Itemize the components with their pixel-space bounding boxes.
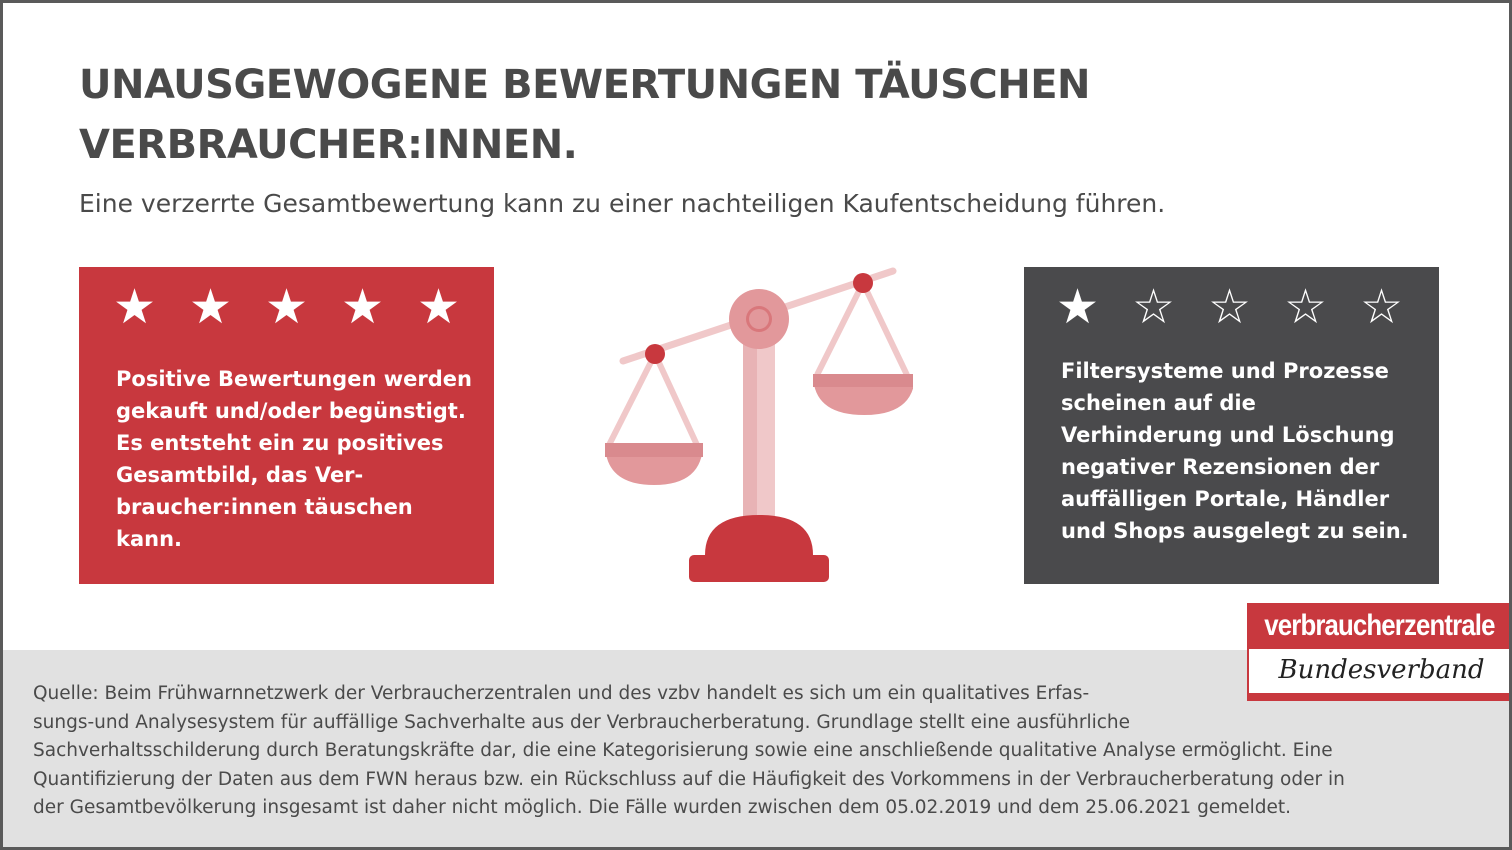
star-filled-icon: ★ — [265, 279, 309, 335]
star-outline-icon: ☆ — [1284, 279, 1328, 335]
positive-reviews-text: Positive Bewertungen werden gekauft und/… — [116, 363, 474, 555]
text-line: Es entsteht ein zu positives — [116, 431, 444, 455]
text-line: Verhinderung und Löschung — [1061, 423, 1395, 447]
text-line: auffälligen Portale, Händler — [1061, 487, 1390, 511]
logo-subline: Bundesverband — [1278, 655, 1485, 685]
source-line: der Gesamtbevölkerung insgesamt ist dahe… — [33, 797, 1291, 818]
title-line-1: UNAUSGEWOGENE BEWERTUNGEN TÄUSCHEN — [79, 62, 1091, 108]
vzbv-logo: verbraucherzentrale Bundesverband — [1247, 603, 1509, 701]
logo-wordmark: verbraucherzentrale — [1247, 603, 1509, 649]
logo-subline-box: Bundesverband — [1247, 649, 1509, 695]
page-title: UNAUSGEWOGENE BEWERTUNGEN TÄUSCHEN VERBR… — [79, 55, 1179, 175]
balance-scale-icon — [605, 267, 913, 582]
title-line-2: VERBRAUCHER:INNEN. — [79, 122, 578, 168]
star-outline-icon: ☆ — [1360, 279, 1404, 335]
text-line: kann. — [116, 527, 183, 551]
star-filled-icon: ★ — [341, 279, 385, 335]
star-filled-icon: ★ — [417, 279, 461, 335]
source-line: Quelle: Beim Frühwarnnetzwerk der Verbra… — [33, 683, 1090, 704]
subtitle: Eine verzerrte Gesamtbewertung kann zu e… — [79, 189, 1166, 218]
star-rating: ★ ☆ ☆ ☆ ☆ — [1056, 277, 1436, 337]
text-line: scheinen auf die — [1061, 391, 1256, 415]
star-rating: ★ ★ ★ ★ ★ — [113, 277, 493, 337]
text-line: Filtersysteme und Prozesse — [1061, 359, 1389, 383]
star-outline-icon: ☆ — [1208, 279, 1252, 335]
negative-reviews-text: Filtersysteme und Prozesse scheinen auf … — [1061, 355, 1419, 547]
logo-rule — [1247, 695, 1509, 701]
text-line: und Shops ausgelegt zu sein. — [1061, 519, 1409, 543]
text-line: gekauft und/oder begünstigt. — [116, 399, 466, 423]
star-outline-icon: ☆ — [1132, 279, 1176, 335]
source-line: Quantifizierung der Daten aus dem FWN he… — [33, 768, 1345, 790]
source-text: Quelle: Beim Frühwarnnetzwerk der Verbra… — [33, 680, 1473, 823]
positive-reviews-card: ★ ★ ★ ★ ★ Positive Bewertungen werden gekauf… — [79, 267, 494, 584]
negative-reviews-card: ★ ☆ ☆ ☆ ☆ Filtersysteme und Prozesse scheine… — [1024, 267, 1439, 584]
source-line: sungs-und Analysesystem für auffällige S… — [33, 711, 1131, 733]
star-filled-icon: ★ — [189, 279, 233, 335]
text-line: negativer Rezensionen der — [1061, 455, 1380, 479]
text-line: Positive Bewertungen werden — [116, 367, 472, 391]
text-line: braucher:innen täuschen — [116, 495, 413, 519]
text-line: Gesamtbild, das Ver- — [116, 463, 364, 487]
star-filled-icon: ★ — [113, 279, 157, 335]
star-filled-icon: ★ — [1056, 279, 1100, 335]
source-line: Sachverhaltsschilderung durch Beratungsk… — [33, 740, 1333, 761]
